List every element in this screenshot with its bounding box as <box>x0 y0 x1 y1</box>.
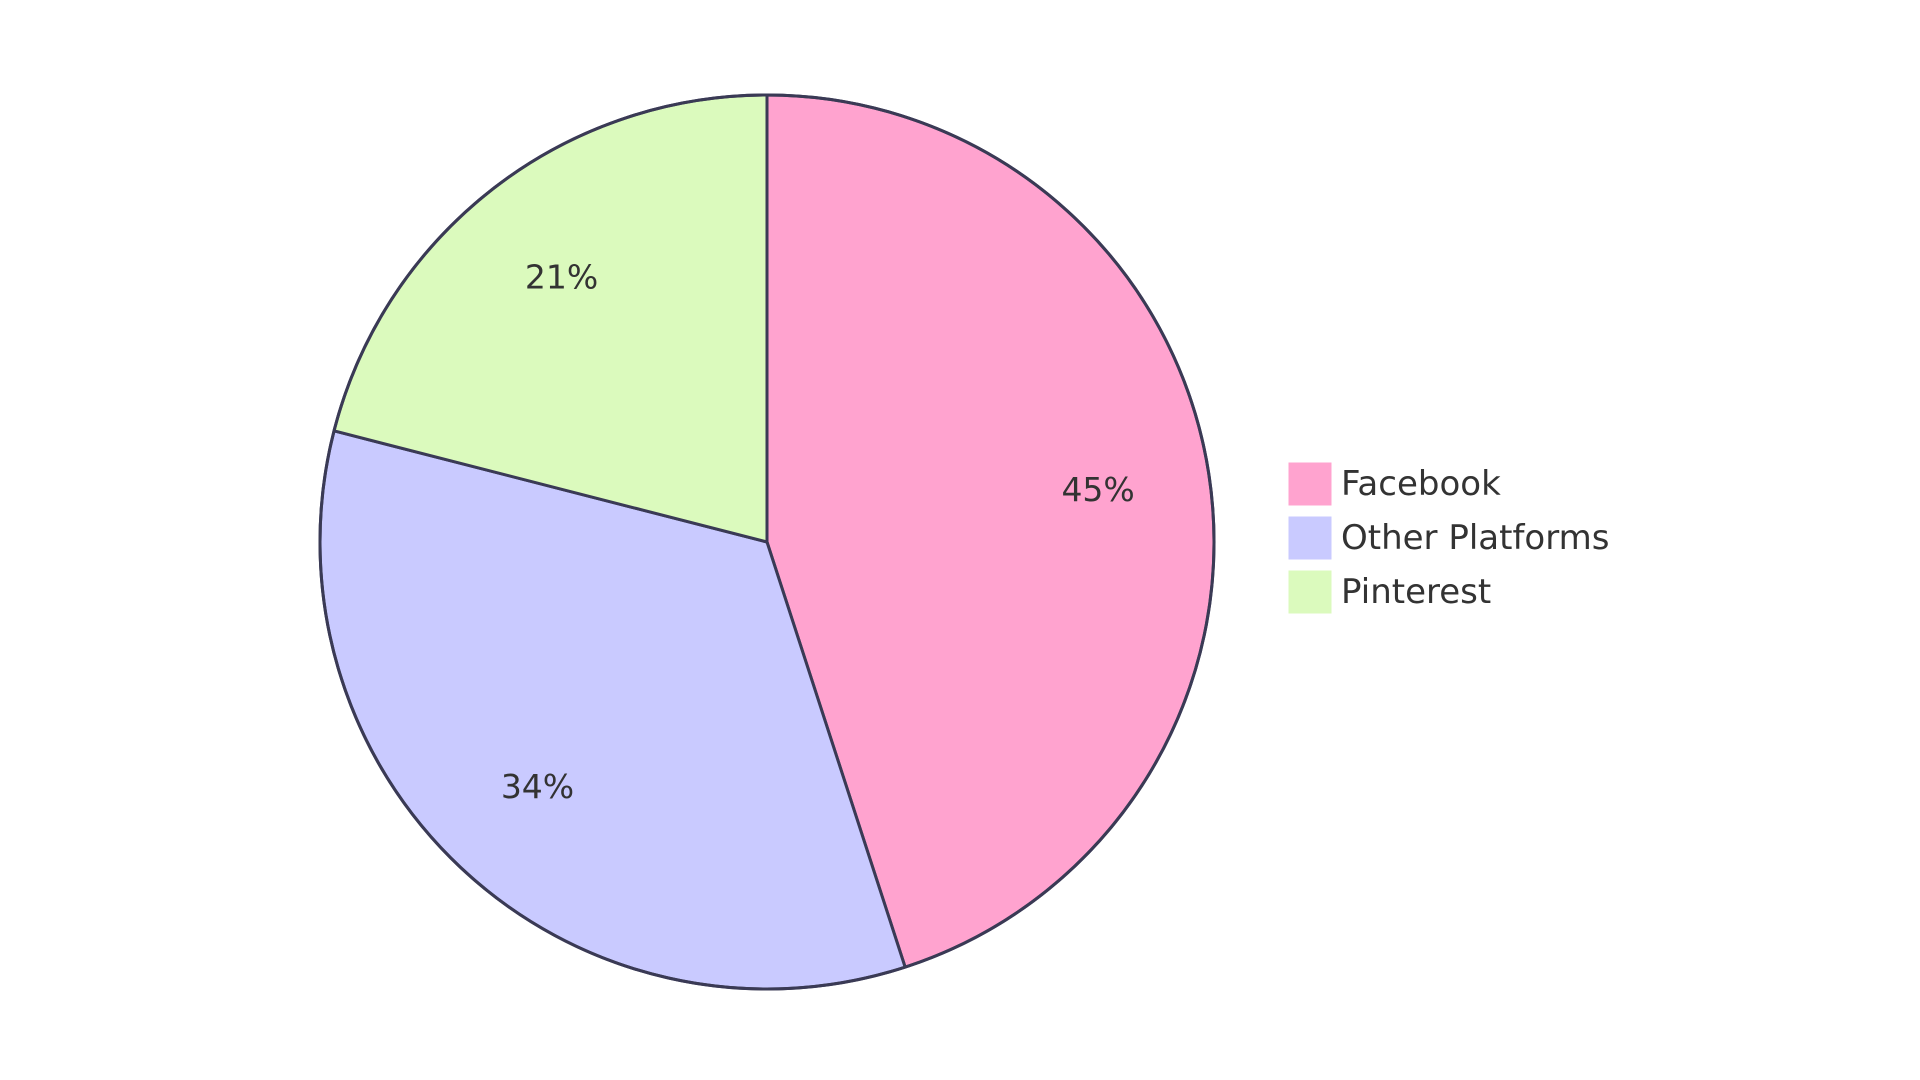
pie-outline <box>318 93 1216 991</box>
pie-slice-label-other-platforms: 34% <box>501 767 574 806</box>
legend-label-other-platforms: Other Platforms <box>1341 518 1609 558</box>
legend-item-other-platforms: Other Platforms <box>1287 515 1609 561</box>
pie-slices <box>318 93 1216 991</box>
legend-swatch-facebook <box>1287 461 1333 507</box>
legend-item-pinterest: Pinterest <box>1287 569 1491 615</box>
pie-slice-label-facebook: 45% <box>1061 470 1134 509</box>
legend-label-pinterest: Pinterest <box>1341 572 1491 612</box>
legend-swatch-other-platforms <box>1287 515 1333 561</box>
pie-slice-labels: 45% 34% 21% <box>501 258 1135 806</box>
legend: Facebook Other Platforms Pinterest <box>1287 461 1609 615</box>
pie-slice-label-pinterest: 21% <box>525 258 598 297</box>
legend-swatch-pinterest <box>1287 569 1333 615</box>
legend-item-facebook: Facebook <box>1287 461 1501 507</box>
legend-label-facebook: Facebook <box>1341 464 1501 504</box>
